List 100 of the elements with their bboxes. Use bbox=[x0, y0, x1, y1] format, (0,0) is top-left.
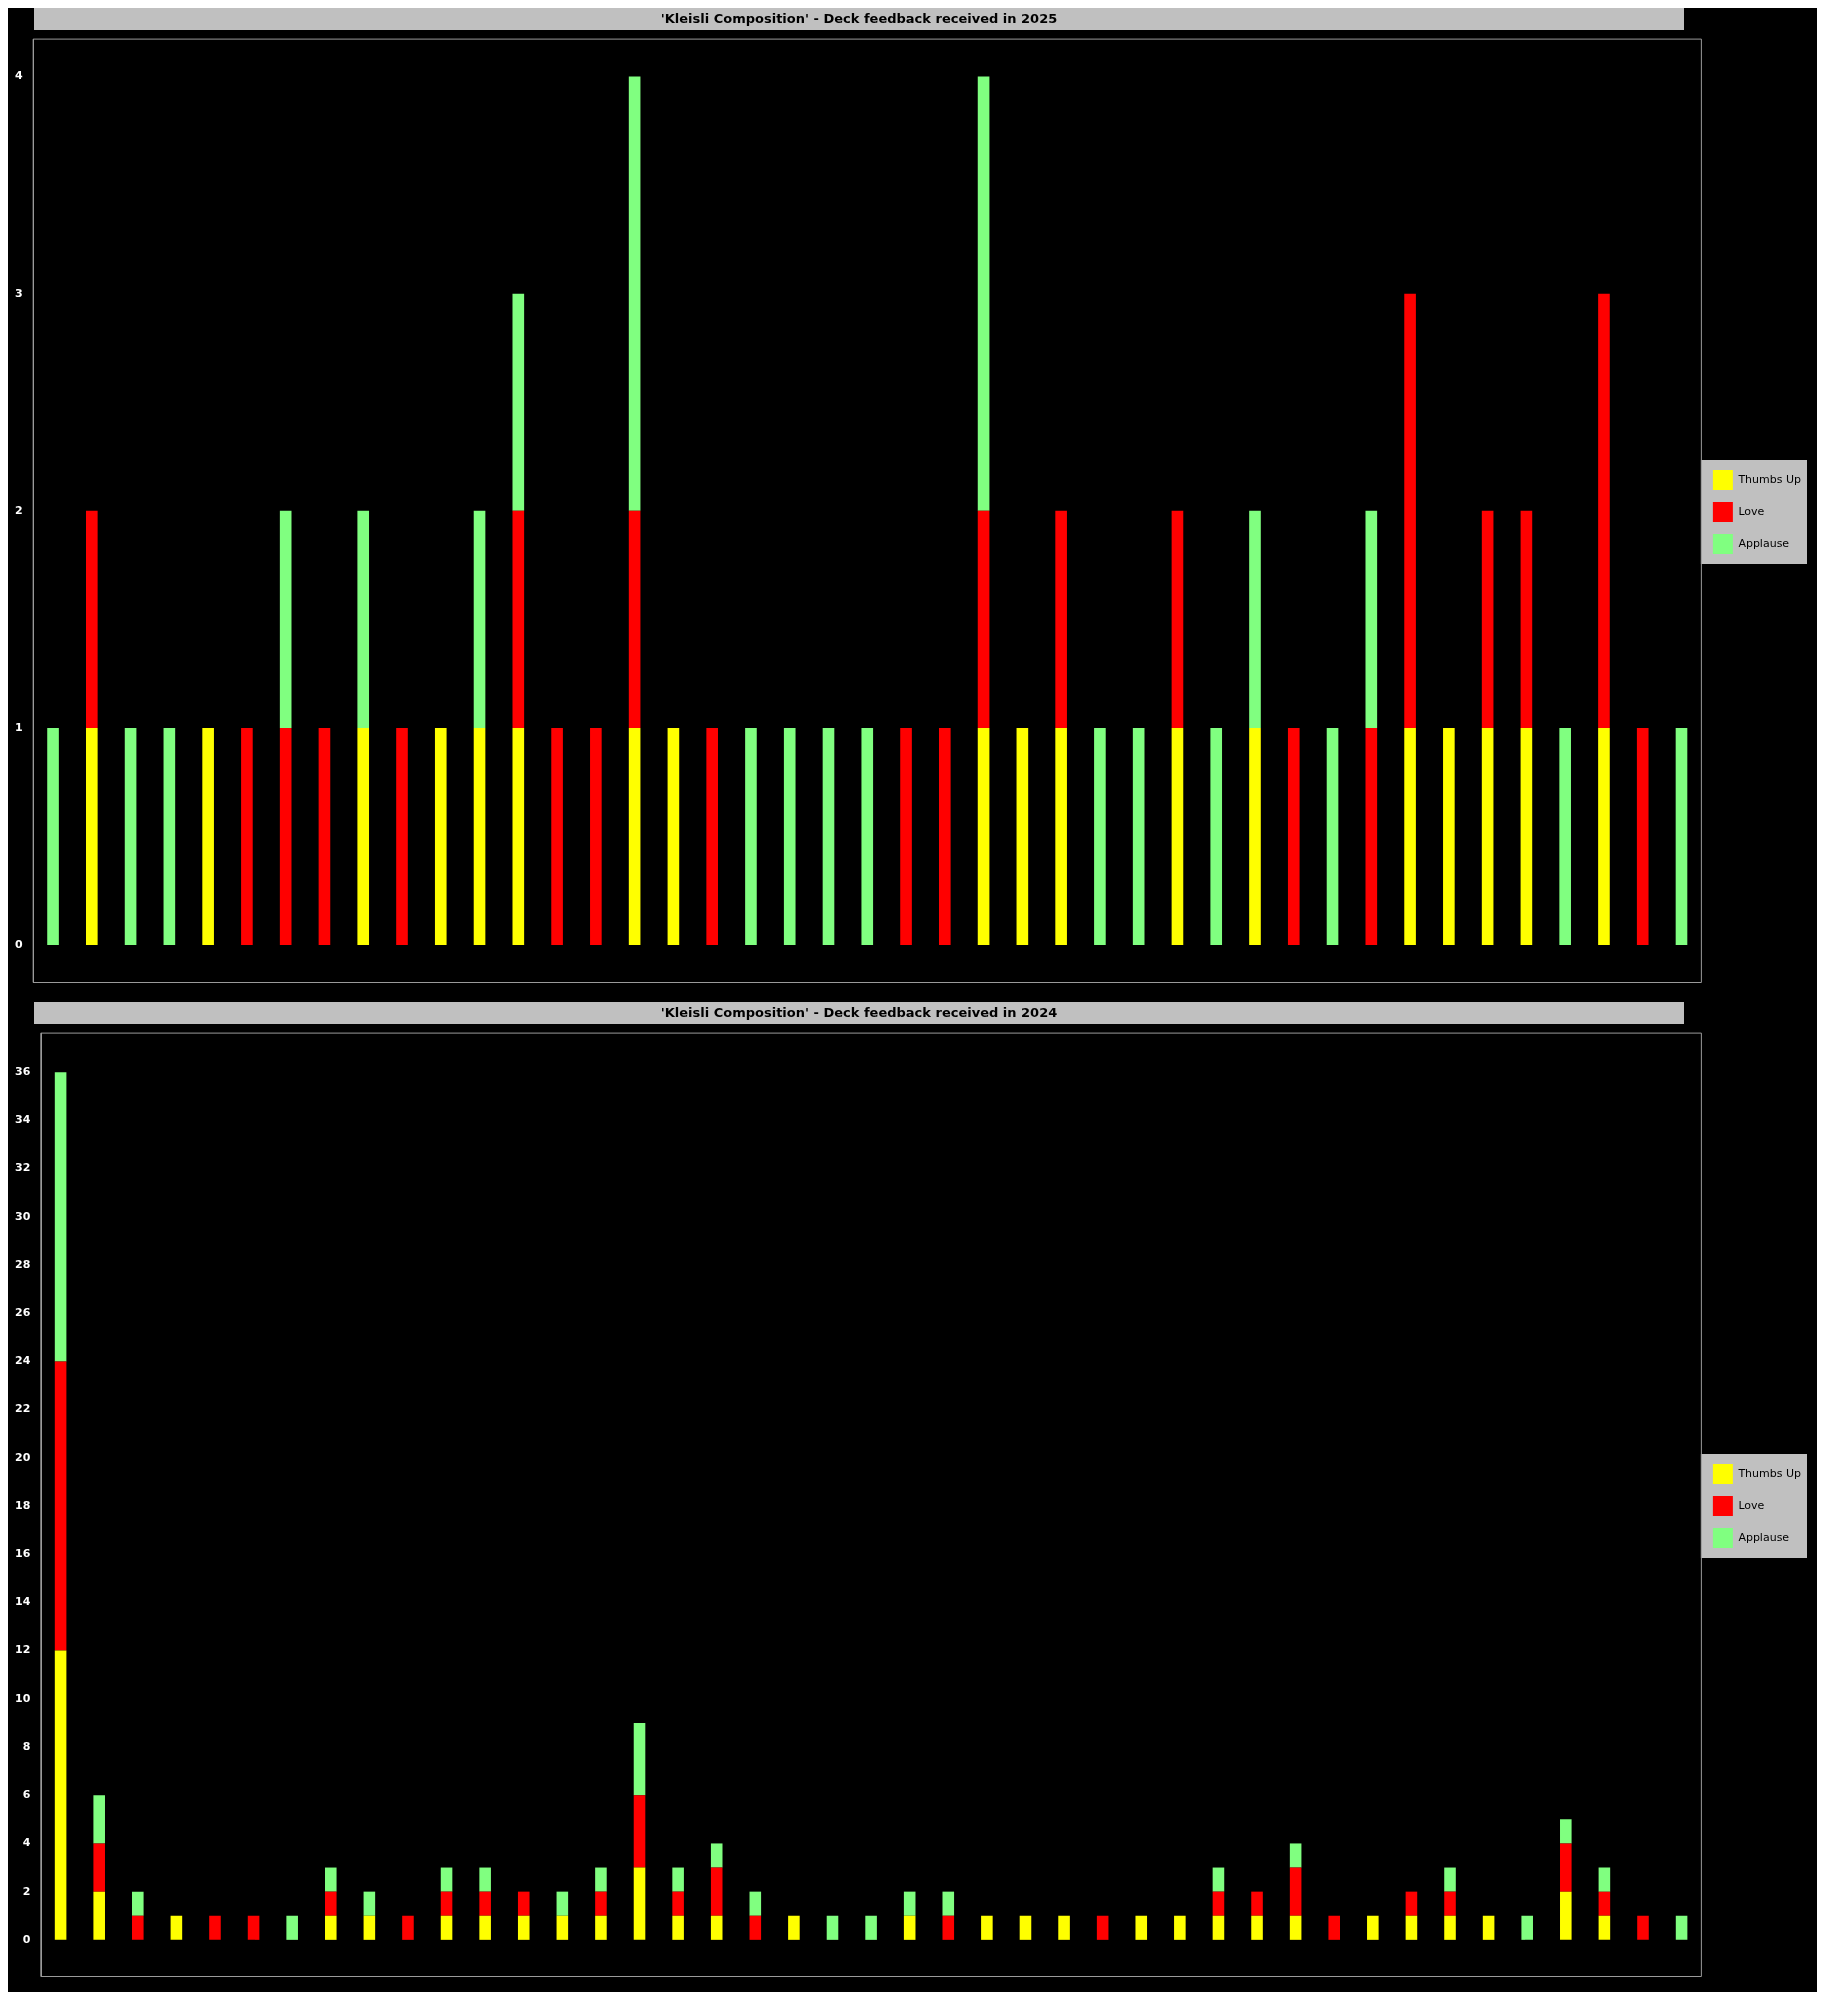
bar bbox=[1019, 1915, 1032, 1940]
bar bbox=[1174, 1915, 1186, 1940]
y-tick-label: 0 bbox=[22, 1932, 31, 1946]
bar bbox=[1675, 727, 1688, 946]
y-tick-label: 28 bbox=[15, 1257, 31, 1271]
y-tick-label: 22 bbox=[15, 1402, 31, 1416]
bar bbox=[977, 727, 990, 946]
bar bbox=[1636, 727, 1649, 946]
bar bbox=[434, 727, 447, 946]
bar bbox=[357, 510, 370, 728]
bar bbox=[440, 1891, 453, 1916]
y-tick-label: 0 bbox=[15, 937, 23, 951]
bar bbox=[473, 510, 486, 728]
chart-title: 'Kleisli Composition' - Deck feedback received in 2024 bbox=[34, 1002, 1684, 1024]
bar bbox=[1598, 727, 1610, 946]
legend-label: Love bbox=[1738, 504, 1765, 518]
bar bbox=[86, 727, 98, 946]
bar bbox=[440, 1867, 453, 1892]
y-tick-label: 3 bbox=[15, 286, 23, 300]
bar bbox=[783, 727, 796, 946]
bar bbox=[1249, 510, 1261, 728]
bar bbox=[1212, 1891, 1225, 1916]
bar bbox=[903, 1915, 916, 1940]
bar bbox=[47, 727, 59, 946]
bar bbox=[633, 1867, 646, 1940]
legend-label: Love bbox=[1738, 1498, 1765, 1512]
bar bbox=[1055, 510, 1067, 728]
bar bbox=[981, 1915, 993, 1940]
bar bbox=[517, 1891, 530, 1916]
bar bbox=[865, 1915, 877, 1940]
bar bbox=[363, 1915, 376, 1940]
bar bbox=[512, 727, 525, 946]
y-tick-label: 2 bbox=[15, 503, 23, 517]
bar bbox=[54, 1072, 67, 1362]
bar bbox=[132, 1891, 144, 1916]
bar bbox=[706, 727, 718, 946]
bar bbox=[1598, 1915, 1611, 1940]
bar bbox=[710, 1843, 723, 1868]
bar bbox=[1058, 1915, 1070, 1940]
bar bbox=[633, 1795, 646, 1868]
legend-label: Applause bbox=[1738, 536, 1790, 550]
bar bbox=[202, 727, 214, 946]
bar bbox=[473, 727, 486, 946]
bar bbox=[1481, 727, 1494, 946]
bar bbox=[93, 1843, 105, 1892]
bar bbox=[209, 1915, 221, 1940]
bar bbox=[132, 1915, 144, 1940]
bar bbox=[628, 727, 641, 946]
bar bbox=[93, 1891, 105, 1940]
bar bbox=[1404, 727, 1416, 946]
bar bbox=[861, 727, 874, 946]
bar bbox=[318, 727, 331, 946]
bar bbox=[1135, 1915, 1148, 1940]
bar bbox=[517, 1915, 530, 1940]
y-tick-label: 4 bbox=[22, 1836, 31, 1850]
bar bbox=[241, 727, 253, 946]
bar bbox=[1559, 727, 1571, 946]
bar bbox=[1251, 1915, 1263, 1940]
bar bbox=[1094, 727, 1106, 946]
chart-title: 'Kleisli Composition' - Deck feedback received in 2025 bbox=[34, 8, 1684, 30]
bar bbox=[1365, 727, 1378, 946]
bar bbox=[1560, 1891, 1572, 1940]
bar bbox=[1520, 510, 1533, 728]
y-tick-label: 4 bbox=[15, 69, 23, 83]
legend-label: Thumbs Up bbox=[1737, 1466, 1802, 1480]
bar bbox=[1482, 1915, 1495, 1940]
bar bbox=[942, 1915, 955, 1940]
bar bbox=[595, 1867, 607, 1892]
bar bbox=[479, 1915, 491, 1940]
bar bbox=[1404, 293, 1416, 728]
bar bbox=[1212, 1867, 1225, 1892]
y-tick-label: 20 bbox=[15, 1450, 31, 1464]
bar bbox=[286, 1915, 298, 1940]
y-tick-label: 10 bbox=[15, 1691, 31, 1705]
bar bbox=[1289, 1867, 1302, 1916]
bar bbox=[1171, 727, 1184, 946]
bar bbox=[1521, 1915, 1533, 1940]
y-tick-label: 1 bbox=[15, 720, 23, 734]
bar bbox=[324, 1867, 337, 1892]
bar bbox=[1365, 510, 1378, 728]
bar bbox=[556, 1891, 569, 1916]
bar bbox=[512, 293, 525, 511]
bar bbox=[324, 1891, 337, 1916]
bar bbox=[1289, 1843, 1302, 1868]
bar bbox=[672, 1891, 684, 1916]
bar bbox=[54, 1650, 67, 1940]
bar bbox=[1637, 1915, 1649, 1940]
y-tick-label: 32 bbox=[15, 1161, 31, 1175]
bar bbox=[939, 727, 951, 946]
bar bbox=[170, 1915, 183, 1940]
bar bbox=[590, 727, 602, 946]
bar bbox=[324, 1915, 337, 1940]
bar bbox=[1443, 727, 1455, 946]
bar bbox=[1405, 1891, 1418, 1916]
bar bbox=[977, 510, 990, 728]
bar bbox=[900, 727, 912, 946]
bar bbox=[672, 1915, 684, 1940]
bar bbox=[749, 1891, 762, 1916]
bar bbox=[1598, 1867, 1611, 1892]
bar bbox=[1598, 1891, 1611, 1916]
